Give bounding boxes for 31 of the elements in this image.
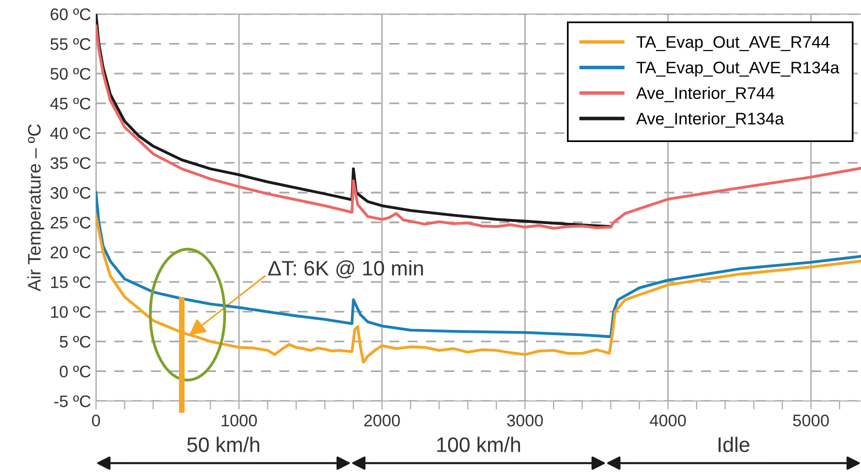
text: Idle xyxy=(718,436,750,452)
x-tick-label: 5000 xyxy=(793,414,829,426)
y-axis-title: Air Temperature – ºC xyxy=(27,124,44,292)
legend-label: Ave_Interior_R134a xyxy=(636,112,784,128)
legend-label: TA_Evap_Out_AVE_R134a xyxy=(636,62,840,77)
y-tick-label: 10 ºC xyxy=(51,306,91,318)
line-series xyxy=(96,24,861,230)
y-tick-label: 5 ºC xyxy=(60,336,91,348)
y-tick-label: 0 ºC xyxy=(60,366,91,378)
y-tick-label: 50 ºC xyxy=(50,68,91,80)
x-tick-label: 1000 xyxy=(222,414,257,426)
text: 100 km/h xyxy=(437,436,520,452)
y-tick-label: 45 ºC xyxy=(50,98,91,110)
y-tick-label: 40 ºC xyxy=(50,127,91,140)
line-series xyxy=(96,191,861,338)
text: 50 km/h xyxy=(187,436,260,452)
x-tick-label: 2000 xyxy=(364,414,400,426)
y-tick-label: 15 ºC xyxy=(51,276,91,288)
y-tick-label: 35 ºC xyxy=(50,157,91,170)
legend-label: TA_Evap_Out_AVE_R744 xyxy=(636,36,830,52)
legend-label: Ave_Interior_R744 xyxy=(636,86,774,102)
x-tick-label: 3000 xyxy=(507,414,543,426)
annotation: ΔT: 6K @ 10 min xyxy=(268,260,423,278)
y-tick-label: 20 ºC xyxy=(50,246,91,258)
y-tick-label: 30 ºC xyxy=(50,187,91,199)
x-tick-label: 0 xyxy=(92,414,100,426)
x-tick-label: 4000 xyxy=(650,414,686,426)
y-tick-label: -5 ºC xyxy=(54,395,91,408)
y-tick-label: 60 ºC xyxy=(50,8,91,20)
y-tick-label: 25 ºC xyxy=(50,216,91,229)
y-tick-label: 55 ºC xyxy=(50,38,91,50)
